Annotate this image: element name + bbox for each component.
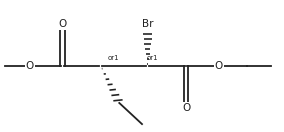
- Text: O: O: [182, 103, 190, 113]
- Text: or1: or1: [146, 55, 158, 61]
- Text: or1: or1: [108, 55, 120, 61]
- Text: O: O: [58, 19, 67, 29]
- Text: Br: Br: [142, 19, 153, 29]
- Text: O: O: [214, 61, 223, 71]
- Text: O: O: [26, 61, 34, 71]
